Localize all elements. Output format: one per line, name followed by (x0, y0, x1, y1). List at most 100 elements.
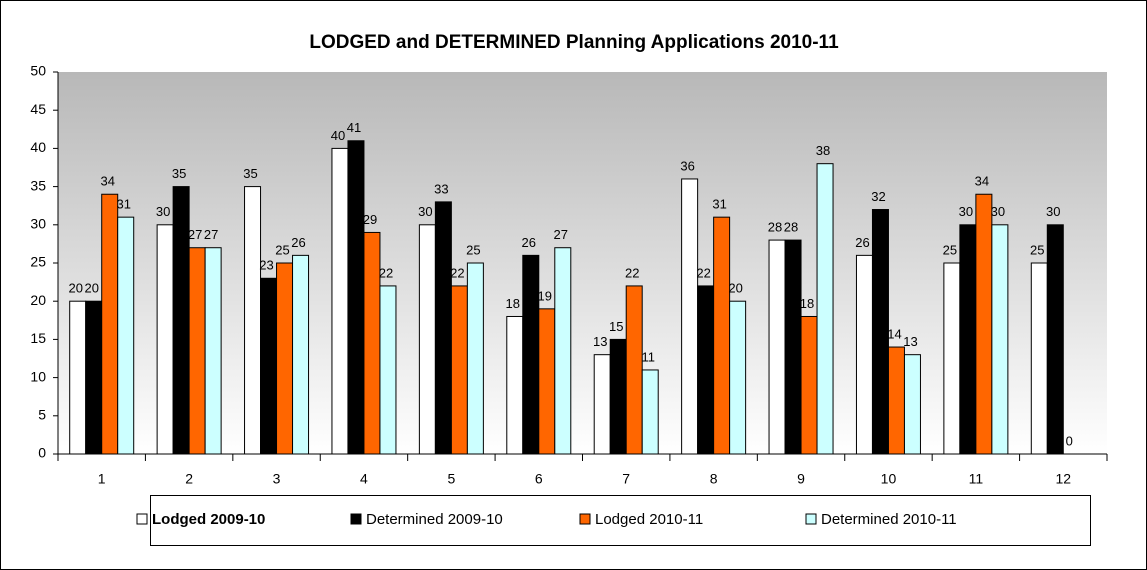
bar (276, 262, 294, 455)
bar (697, 285, 715, 455)
x-tick-label: 2 (185, 471, 193, 487)
bar (554, 247, 572, 455)
bar (292, 254, 310, 455)
value-label: 25 (466, 242, 480, 257)
legend-text: Determined 2010-11 (821, 511, 957, 528)
value-label: 25 (275, 242, 289, 257)
x-tick-label: 8 (710, 471, 718, 487)
value-label: 28 (768, 220, 782, 235)
value-label: 36 (680, 158, 694, 173)
y-tick-label: 15 (30, 330, 46, 346)
bar (816, 163, 834, 455)
value-label: 0 (1066, 433, 1073, 448)
value-label: 29 (363, 212, 377, 227)
legend-text: Lodged 2010-11 (595, 511, 703, 528)
x-tick-label: 6 (535, 471, 543, 487)
bar (379, 285, 397, 455)
bar (625, 285, 643, 455)
bar (522, 254, 540, 455)
bar (991, 224, 1009, 455)
y-tick-label: 10 (30, 368, 46, 384)
value-label: 18 (800, 296, 814, 311)
bar (418, 224, 436, 455)
bar (975, 193, 993, 455)
bar (943, 262, 961, 455)
x-tick-label: 3 (273, 471, 281, 487)
value-label: 38 (816, 143, 830, 158)
value-label: 34 (100, 174, 114, 189)
legend-text: Lodged 2009-10 (152, 511, 265, 528)
value-label: 27 (554, 227, 568, 242)
value-label: 22 (625, 265, 639, 280)
value-label: 31 (712, 197, 726, 212)
y-tick-label: 50 (30, 63, 46, 79)
bar (331, 147, 349, 455)
value-label: 30 (991, 204, 1005, 219)
bar (903, 354, 921, 455)
y-tick-label: 30 (30, 216, 46, 232)
value-label: 30 (156, 204, 170, 219)
value-label: 30 (418, 204, 432, 219)
value-label: 18 (506, 296, 520, 311)
bar (466, 262, 484, 455)
bar (244, 186, 262, 455)
bar (538, 308, 556, 455)
value-label: 19 (538, 288, 552, 303)
value-label: 22 (696, 265, 710, 280)
x-tick-label: 10 (881, 471, 897, 487)
legend-swatch (579, 513, 591, 525)
x-tick-label: 11 (969, 471, 984, 487)
value-label: 30 (959, 204, 973, 219)
bar (1046, 224, 1064, 455)
bar (506, 315, 524, 455)
x-tick-label: 12 (1056, 471, 1072, 487)
y-tick-label: 5 (38, 407, 46, 423)
value-label: 23 (259, 258, 273, 273)
value-label: 13 (903, 334, 917, 349)
value-label: 20 (728, 281, 742, 296)
value-label: 26 (522, 235, 536, 250)
x-tick-label: 4 (360, 471, 368, 487)
bar (188, 247, 206, 455)
value-label: 31 (116, 197, 130, 212)
bar (204, 247, 222, 455)
bar (713, 216, 731, 455)
bar (260, 277, 278, 455)
y-tick-label: 0 (38, 445, 46, 461)
y-tick-label: 45 (30, 101, 46, 117)
value-label: 34 (975, 174, 989, 189)
bar (641, 369, 659, 455)
value-label: 27 (204, 227, 218, 242)
value-label: 14 (887, 326, 901, 341)
bar (69, 300, 87, 455)
bar (784, 239, 802, 455)
value-label: 13 (593, 334, 607, 349)
value-label: 40 (331, 128, 345, 143)
legend-swatch (350, 513, 362, 525)
x-tick-label: 9 (797, 471, 805, 487)
bar (593, 354, 611, 455)
bar (101, 193, 119, 455)
bar (172, 186, 190, 455)
bar (609, 338, 627, 455)
bar (887, 346, 905, 455)
chart-title: LODGED and DETERMINED Planning Applicati… (309, 32, 839, 53)
bar (681, 178, 699, 455)
bar (768, 239, 786, 455)
y-tick-label: 35 (30, 177, 46, 193)
legend-text: Determined 2009-10 (366, 511, 503, 528)
bar (959, 224, 977, 455)
x-tick-label: 7 (622, 471, 630, 487)
bar (1030, 262, 1048, 455)
value-label: 26 (855, 235, 869, 250)
bar (729, 300, 747, 455)
bar (871, 209, 889, 455)
value-label: 11 (641, 349, 655, 364)
y-tick-label: 25 (30, 254, 46, 270)
x-tick-label: 1 (98, 471, 106, 487)
legend-box (150, 495, 1091, 546)
bar (450, 285, 468, 455)
value-label: 20 (84, 281, 98, 296)
bar (434, 201, 452, 455)
value-label: 33 (434, 181, 448, 196)
